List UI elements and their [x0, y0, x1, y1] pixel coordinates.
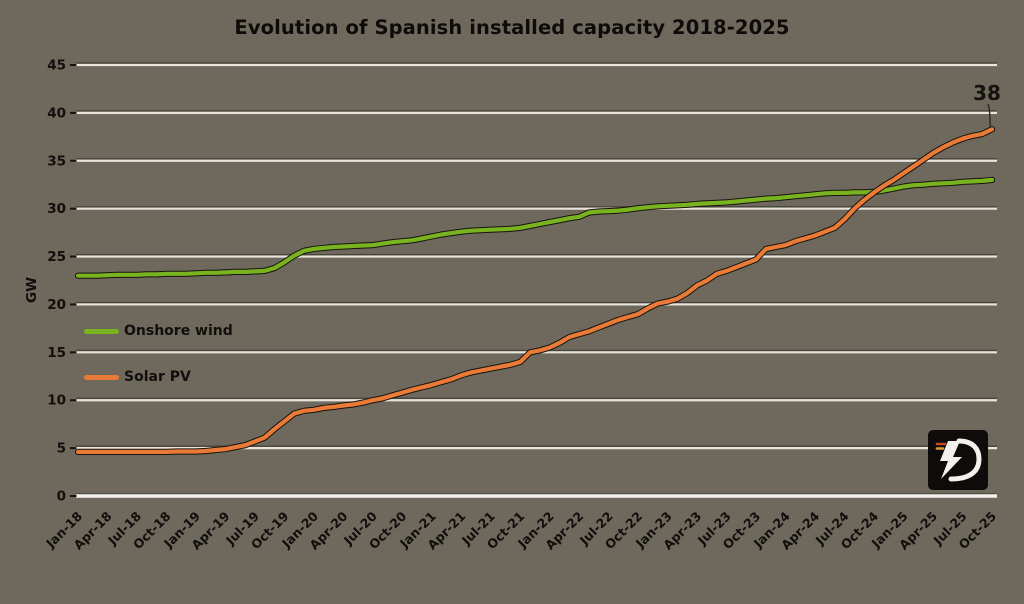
logo-d-bowl: [948, 438, 982, 482]
y-tick-label: 20: [47, 297, 66, 313]
solar-pv-line-swatch: [84, 374, 119, 380]
y-tick-label: 10: [47, 393, 66, 409]
y-tick-label: 0: [57, 489, 66, 505]
annotation-leader-line: [987, 103, 992, 128]
legend-label-solar-pv: Solar PV: [124, 369, 191, 385]
y-tick-label: 5: [57, 441, 66, 457]
legend-item-solar-pv: Solar PV: [84, 370, 191, 384]
lightning-d-logo-graphic: [928, 430, 988, 490]
series-outline-solar-pv: [74, 126, 996, 455]
legend-item-onshore-wind: Onshore wind: [84, 324, 233, 338]
y-tick-label: 25: [47, 249, 66, 265]
lightning-bolt-icon: [940, 441, 962, 479]
y-tick-label: 40: [47, 105, 66, 121]
last-value-annotation: 38: [973, 81, 1001, 105]
lightning-d-logo: [928, 430, 988, 490]
series-line-solar-pv: [75, 127, 995, 454]
legend-label-onshore-wind: Onshore wind: [124, 323, 233, 339]
series-line-onshore-wind: [75, 177, 995, 278]
y-tick-label: 15: [47, 345, 66, 361]
y-tick-label: 30: [47, 201, 66, 217]
y-tick-label: 45: [47, 58, 66, 74]
y-axis-title: GW: [24, 277, 40, 303]
y-tick-label: 35: [47, 153, 66, 169]
onshore-wind-line-swatch: [84, 328, 119, 334]
chart-title: Evolution of Spanish installed capacity …: [234, 16, 790, 39]
